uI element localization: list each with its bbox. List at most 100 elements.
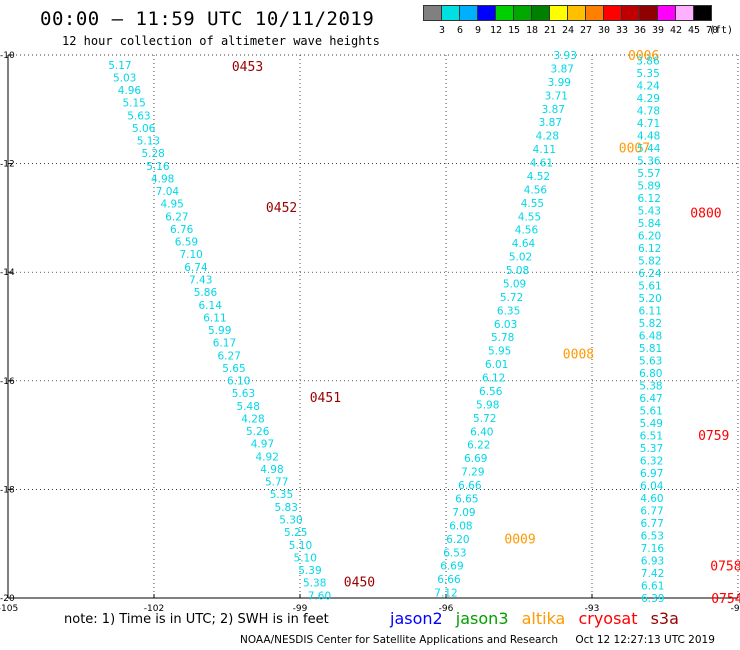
time-label: 0008	[563, 348, 594, 363]
wave-height-point: 3.71	[545, 90, 568, 102]
wave-height-point: 5.38	[303, 578, 326, 590]
x-tick-label: -102	[144, 604, 164, 614]
wave-height-point: 3.93	[554, 50, 577, 62]
wave-height-point: 5.61	[639, 405, 662, 417]
wave-height-point: 4.78	[637, 105, 660, 117]
wave-height-point: 6.66	[437, 574, 461, 586]
wave-height-point: 6.01	[485, 359, 508, 371]
wave-height-point: 6.77	[640, 518, 663, 530]
scale-label: 70	[705, 25, 719, 36]
y-tick-label: -16	[0, 377, 15, 387]
wave-height-point: 6.69	[440, 561, 463, 573]
wave-height-point: 6.53	[443, 547, 466, 559]
wave-height-point: 4.56	[515, 225, 539, 237]
wave-height-point: 4.52	[527, 171, 550, 183]
wave-height-point: 5.43	[638, 205, 661, 217]
wave-height-point: 5.10	[289, 540, 312, 552]
satellite-jason2: jason2	[390, 609, 443, 628]
wave-height-point: 6.40	[470, 426, 493, 438]
satellite-jason3: jason3	[455, 609, 509, 628]
wave-height-point: 6.12	[482, 373, 505, 385]
wave-height-point: 5.39	[298, 565, 321, 577]
satellite-legend: jason2 jason3 altika cryosat s3a	[390, 609, 687, 628]
wave-height-point: 5.02	[509, 252, 532, 264]
wave-height-point: 5.81	[639, 343, 662, 355]
wave-height-point: 5.48	[237, 401, 260, 413]
note-text: note: 1) Time is in UTC; 2) SWH is in fe…	[64, 612, 329, 627]
satellite-altika: altika	[521, 609, 566, 628]
wave-height-point: 5.26	[246, 426, 270, 438]
wave-height-point: 6.65	[455, 493, 478, 505]
footer: NOAA/NESDIS Center for Satellite Applica…	[240, 634, 715, 646]
wave-height-point: 5.82	[639, 318, 662, 330]
wave-height-point: 6.80	[639, 368, 662, 380]
y-tick-label: -14	[0, 268, 15, 278]
wave-height-point: 5.36	[637, 155, 661, 167]
wave-height-point: 6.32	[640, 455, 663, 467]
wave-height-point: 5.72	[473, 413, 496, 425]
scale-label: 24	[561, 25, 575, 36]
wave-height-point: 5.89	[637, 180, 660, 192]
wave-height-point: 6.74	[184, 262, 208, 274]
wave-height-point: 6.56	[479, 386, 503, 398]
wave-height-point: 7.10	[179, 249, 202, 261]
wave-height-point: 5.35	[636, 68, 659, 80]
color-scale-legend: 3 6 9 12 15 18 21 24 27 30 33 36 39 42 45 70 (ft)	[423, 5, 739, 41]
wave-height-point: 6.11	[203, 312, 226, 324]
wave-height-point: 6.47	[639, 393, 662, 405]
wave-height-point: 5.30	[279, 514, 302, 526]
page-subtitle: 12 hour collection of altimeter wave hei…	[62, 34, 380, 48]
wave-height-point: 4.55	[518, 211, 541, 223]
x-tick-label: -90	[731, 604, 740, 614]
x-tick-label: -96	[439, 604, 454, 614]
wave-height-point: 4.48	[637, 130, 660, 142]
wave-height-point: 7.60	[308, 590, 331, 602]
wave-height-point: 5.28	[141, 148, 164, 160]
scale-label: 6	[456, 25, 464, 36]
scale-label: 21	[543, 25, 557, 36]
wave-height-point: 6.39	[641, 593, 664, 605]
wave-height-point: 5.16	[146, 161, 170, 173]
wave-height-point: 5.65	[222, 363, 245, 375]
wave-height-point: 5.10	[294, 552, 317, 564]
y-tick-label: -20	[0, 594, 15, 604]
scale-label: 18	[525, 25, 539, 36]
wave-height-point: 3.87	[542, 104, 565, 116]
wave-height-point: 6.24	[638, 268, 662, 280]
wave-height-point: 4.92	[256, 451, 279, 463]
wave-height-point: 7.42	[641, 568, 664, 580]
footer-credit: NOAA/NESDIS Center for Satellite Applica…	[240, 634, 558, 646]
wave-height-point: 3.86	[636, 55, 660, 67]
time-label: 0452	[266, 201, 297, 216]
x-tick-label: -93	[585, 604, 600, 614]
scale-label: 39	[651, 25, 665, 36]
time-label: 0800	[690, 206, 721, 221]
scale-label: 36	[633, 25, 647, 36]
wave-height-point: 6.20	[638, 230, 661, 242]
time-label: 0007	[619, 141, 650, 156]
wave-height-point: 6.69	[464, 453, 487, 465]
wave-height-point: 5.38	[639, 380, 662, 392]
wave-height-point: 4.28	[536, 131, 559, 143]
scale-label: 45	[687, 25, 701, 36]
wave-height-point: 5.77	[265, 477, 288, 489]
time-label: 0759	[698, 429, 729, 444]
wave-height-point: 6.12	[638, 243, 661, 255]
wave-height-point: 5.95	[488, 346, 511, 358]
wave-height-point: 5.09	[503, 278, 526, 290]
x-tick-label: -105	[0, 604, 18, 614]
wave-height-point: 5.44	[637, 143, 661, 155]
wave-height-point: 5.61	[638, 280, 661, 292]
wave-height-point: 5.17	[108, 60, 131, 72]
wave-height-point: 5.63	[639, 355, 662, 367]
wave-height-point: 5.03	[113, 72, 136, 84]
wave-height-point: 6.97	[640, 468, 663, 480]
footer-timestamp: Oct 12 12:27:13 UTC 2019	[575, 634, 715, 646]
wave-height-point: 5.98	[476, 399, 499, 411]
wave-height-point: 7.09	[452, 507, 475, 519]
wave-height-point: 5.83	[275, 502, 298, 514]
scale-label: 15	[507, 25, 521, 36]
wave-height-point: 4.61	[530, 158, 553, 170]
wave-height-point: 5.63	[232, 388, 255, 400]
